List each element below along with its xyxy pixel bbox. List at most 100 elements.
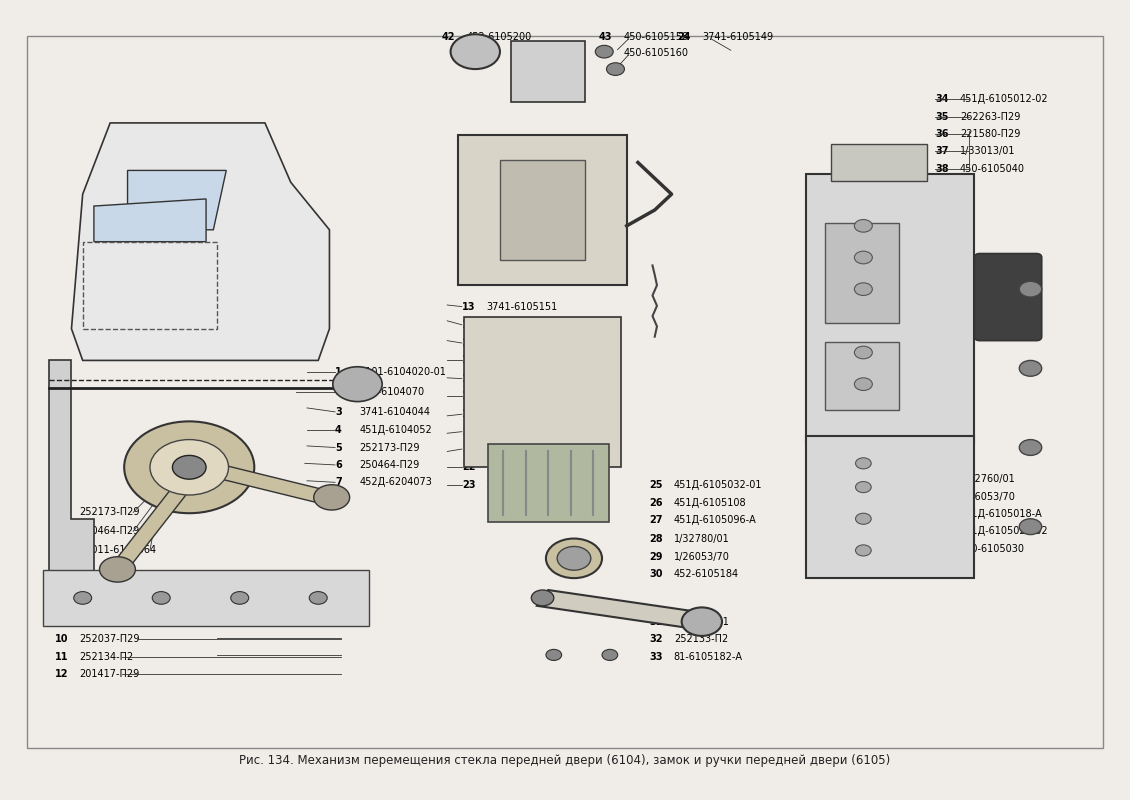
Text: 1/32742/01: 1/32742/01 [673, 617, 730, 626]
Text: 16: 16 [462, 355, 476, 366]
Circle shape [333, 366, 382, 402]
Polygon shape [537, 590, 711, 630]
Polygon shape [128, 170, 226, 230]
Text: 451Д-6105018-А: 451Д-6105018-А [959, 509, 1043, 519]
Text: 4: 4 [336, 425, 341, 435]
Text: 7: 7 [336, 478, 341, 487]
Circle shape [854, 219, 872, 232]
Text: 450-6105040: 450-6105040 [959, 164, 1025, 174]
Text: 252133-П2: 252133-П2 [673, 634, 728, 644]
Text: 33: 33 [649, 652, 662, 662]
Text: 41: 41 [936, 544, 949, 554]
FancyBboxPatch shape [806, 436, 974, 578]
FancyBboxPatch shape [831, 144, 928, 181]
Polygon shape [94, 199, 206, 242]
Text: 35: 35 [936, 111, 949, 122]
Text: 452Д-6104080: 452Д-6104080 [79, 617, 151, 626]
Text: 42: 42 [442, 33, 455, 42]
Circle shape [153, 591, 171, 604]
Text: 201417-П29: 201417-П29 [79, 669, 140, 679]
Text: 8: 8 [54, 546, 61, 555]
Text: 29: 29 [936, 491, 949, 502]
Circle shape [681, 607, 722, 636]
Text: 252173-П29: 252173-П29 [359, 442, 420, 453]
FancyBboxPatch shape [488, 444, 609, 522]
Circle shape [854, 283, 872, 295]
Text: 24: 24 [677, 33, 690, 42]
Text: 452Д-6204073: 452Д-6204073 [359, 478, 433, 487]
Text: 3741-6105083: 3741-6105083 [487, 480, 557, 490]
Text: 31: 31 [649, 617, 662, 626]
Text: 250464-П29: 250464-П29 [359, 460, 420, 470]
Text: 250464-П29: 250464-П29 [79, 526, 140, 537]
Text: 5: 5 [54, 507, 61, 518]
Circle shape [855, 514, 871, 524]
FancyBboxPatch shape [27, 36, 1103, 748]
FancyBboxPatch shape [825, 223, 899, 323]
Text: 1/32780/01: 1/32780/01 [673, 534, 730, 543]
Text: 81-6105182-А: 81-6105182-А [673, 652, 742, 662]
Text: 452-6104070: 452-6104070 [359, 387, 425, 397]
Text: 28: 28 [649, 534, 663, 543]
Text: 18: 18 [462, 391, 476, 401]
Text: 28: 28 [936, 474, 949, 484]
Text: 451Д-6105020-02: 451Д-6105020-02 [959, 526, 1049, 537]
Circle shape [855, 545, 871, 556]
Text: 1/33013/01: 1/33013/01 [959, 146, 1016, 157]
Text: 5: 5 [336, 442, 341, 453]
Text: 23: 23 [462, 480, 476, 490]
Text: 3: 3 [336, 407, 341, 417]
Text: 3741-6105192: 3741-6105192 [487, 355, 558, 366]
Circle shape [231, 591, 249, 604]
Text: 450-6105158: 450-6105158 [624, 33, 688, 42]
Text: 21011-6104064: 21011-6104064 [79, 546, 156, 555]
Polygon shape [189, 459, 330, 503]
Text: 27: 27 [649, 515, 662, 526]
Text: 19: 19 [462, 410, 476, 419]
Text: 44: 44 [599, 48, 612, 58]
Text: 451Д-6105166-А: 451Д-6105166-А [487, 374, 570, 384]
Circle shape [73, 591, 92, 604]
FancyBboxPatch shape [806, 174, 974, 443]
Text: 451Д-6105108: 451Д-6105108 [673, 498, 747, 508]
Text: 40: 40 [936, 526, 949, 537]
FancyBboxPatch shape [499, 160, 585, 260]
FancyBboxPatch shape [974, 254, 1042, 341]
Circle shape [557, 546, 591, 570]
Text: 252037-П29: 252037-П29 [79, 634, 140, 644]
Circle shape [173, 455, 206, 479]
Text: 2: 2 [336, 387, 341, 397]
Text: 15: 15 [462, 338, 476, 348]
Circle shape [531, 590, 554, 606]
Circle shape [855, 458, 871, 469]
Text: 450-6105030: 450-6105030 [959, 544, 1025, 554]
FancyBboxPatch shape [825, 342, 899, 410]
Circle shape [1019, 361, 1042, 376]
Circle shape [1019, 282, 1042, 297]
Text: 39: 39 [936, 509, 949, 519]
Text: 3741-6105162: 3741-6105162 [487, 320, 558, 330]
Text: 3741-6105164: 3741-6105164 [487, 410, 557, 419]
FancyBboxPatch shape [43, 570, 368, 626]
Circle shape [310, 591, 328, 604]
Circle shape [124, 422, 254, 514]
Text: 451Д-6105096-А: 451Д-6105096-А [673, 515, 757, 526]
Text: 3741-6105190: 3741-6105190 [487, 338, 557, 348]
Text: 29: 29 [649, 552, 662, 562]
Text: 22: 22 [462, 462, 476, 472]
Text: 38: 38 [936, 164, 949, 174]
Circle shape [1019, 439, 1042, 455]
Text: 36: 36 [936, 129, 949, 139]
Circle shape [607, 62, 625, 75]
Text: 1/32760/01: 1/32760/01 [959, 474, 1016, 484]
Circle shape [596, 46, 614, 58]
Text: 9: 9 [54, 617, 61, 626]
Circle shape [546, 650, 562, 661]
FancyBboxPatch shape [464, 317, 622, 467]
Text: 3741-6105082: 3741-6105082 [487, 462, 558, 472]
Text: 11: 11 [54, 651, 68, 662]
Circle shape [546, 538, 602, 578]
Circle shape [602, 650, 618, 661]
Text: 6: 6 [336, 460, 341, 470]
Text: 34: 34 [936, 94, 949, 104]
